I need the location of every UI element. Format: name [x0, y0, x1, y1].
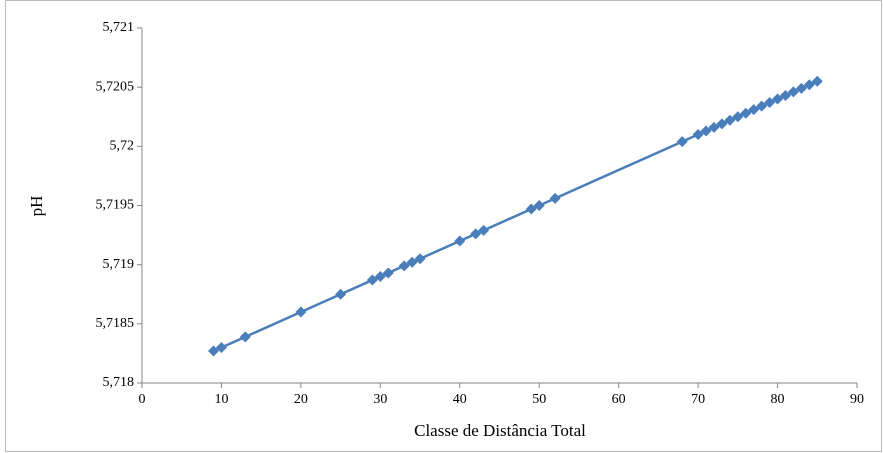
- point: [795, 82, 807, 94]
- point: [335, 288, 347, 300]
- y-tick-label: 5,719: [103, 257, 135, 272]
- y-axis-title: pH: [27, 196, 46, 217]
- point: [549, 192, 561, 204]
- x-tick-label: 0: [139, 392, 146, 407]
- point: [525, 203, 537, 215]
- x-tick-label: 50: [532, 392, 546, 407]
- point: [676, 136, 688, 148]
- point: [208, 345, 219, 357]
- chart-frame: [5, 0, 882, 452]
- x-axis-title: Classe de Distância Total: [414, 421, 586, 440]
- point: [398, 260, 410, 272]
- x-tick-label: 40: [453, 392, 467, 407]
- point: [811, 75, 823, 87]
- point: [366, 274, 378, 286]
- point: [295, 306, 307, 318]
- point: [478, 224, 490, 236]
- point: [716, 118, 728, 130]
- x-tick-label: 30: [373, 392, 387, 407]
- point: [756, 100, 768, 112]
- x-tick-label: 10: [214, 392, 228, 407]
- x-tick-label: 80: [771, 392, 785, 407]
- x-tick-label: 20: [294, 392, 308, 407]
- x-tick-label: 90: [850, 392, 864, 407]
- point: [748, 104, 760, 116]
- series-line: [212, 80, 818, 353]
- point: [414, 253, 426, 265]
- point: [708, 121, 720, 133]
- point: [382, 267, 394, 279]
- y-tick-label: 5,721: [103, 20, 135, 35]
- point: [803, 79, 815, 91]
- point: [215, 342, 227, 353]
- point: [732, 111, 744, 123]
- y-tick-label: 5,7185: [96, 316, 135, 331]
- point: [470, 228, 482, 240]
- point: [454, 235, 466, 247]
- point: [764, 97, 776, 109]
- point: [787, 86, 799, 98]
- point: [533, 200, 545, 211]
- y-tick-label: 5,718: [103, 375, 135, 390]
- point: [406, 256, 418, 268]
- y-tick-label: 5,72: [110, 139, 135, 154]
- point: [374, 271, 386, 282]
- point: [780, 89, 791, 101]
- point: [692, 129, 704, 140]
- point: [724, 114, 736, 126]
- point: [772, 93, 784, 105]
- point: [239, 331, 251, 343]
- point: [700, 125, 712, 137]
- x-tick-label: 70: [691, 392, 705, 407]
- y-tick-label: 5,7195: [96, 198, 135, 213]
- y-tick-label: 5,7205: [96, 79, 135, 94]
- x-tick-label: 60: [612, 392, 626, 407]
- point: [740, 107, 752, 119]
